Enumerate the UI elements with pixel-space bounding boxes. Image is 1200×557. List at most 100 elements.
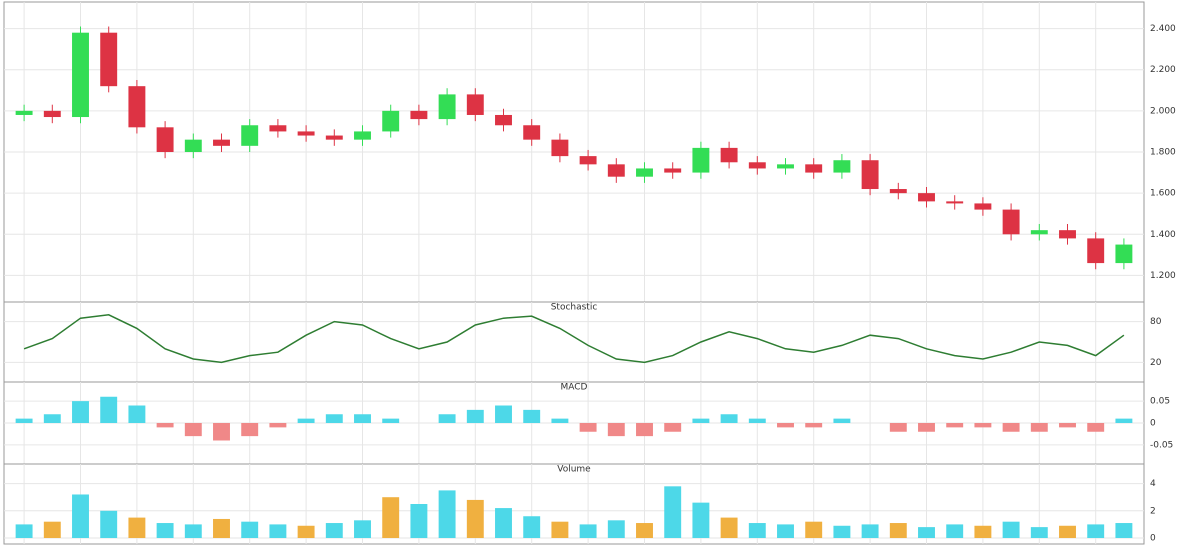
y-tick-label: 2.400: [1150, 24, 1176, 34]
candle-body: [692, 147, 710, 173]
bar: [354, 520, 371, 538]
candle-body: [325, 135, 343, 140]
candle-body: [241, 125, 259, 146]
bar: [128, 517, 146, 538]
candle-body: [861, 160, 879, 190]
bar: [128, 405, 146, 423]
candle-body: [833, 160, 851, 173]
candle-body: [1059, 230, 1076, 239]
candle-body: [184, 139, 202, 152]
candle-body: [466, 94, 484, 115]
bar: [946, 524, 964, 538]
panel-title: Volume: [557, 465, 591, 475]
candle-body: [551, 139, 569, 157]
bar: [551, 521, 569, 538]
bar: [889, 523, 907, 538]
bar: [918, 527, 935, 538]
candle-body: [43, 110, 61, 118]
panel-frame: [3, 301, 1145, 383]
candle-body: [664, 168, 682, 173]
bar: [495, 508, 512, 538]
bar: [805, 521, 823, 538]
candle-body: [720, 147, 738, 163]
bar: [748, 418, 766, 423]
y-tick-label: 1.800: [1150, 148, 1176, 158]
bar: [269, 423, 287, 428]
candle-body: [410, 110, 428, 120]
bar: [156, 423, 174, 428]
candle-body: [918, 193, 935, 202]
candle-body: [128, 86, 146, 128]
y-tick-label: 2.000: [1150, 106, 1176, 116]
candle-body: [579, 156, 597, 165]
bar: [466, 409, 484, 423]
bar: [438, 490, 456, 538]
bar: [325, 523, 343, 538]
bar: [664, 486, 682, 538]
y-tick-label: -0.05: [1150, 440, 1173, 450]
bar: [1087, 524, 1105, 538]
bar: [579, 423, 597, 432]
bar: [438, 414, 456, 423]
bar: [15, 418, 33, 423]
bar: [354, 414, 371, 423]
bar: [551, 418, 569, 423]
bar: [720, 414, 738, 423]
candle-body: [1115, 244, 1133, 264]
candle-body: [213, 139, 230, 146]
bar: [636, 423, 653, 437]
y-tick-label: 2: [1150, 506, 1156, 516]
bar: [833, 418, 851, 423]
bar: [410, 504, 428, 538]
bar: [297, 418, 315, 423]
bar: [1002, 423, 1020, 432]
candle-body: [72, 32, 89, 118]
candle-body: [889, 189, 907, 194]
y-tick-label: 1.600: [1150, 189, 1176, 199]
bar: [184, 423, 202, 437]
y-tick-label: 0.05: [1150, 397, 1170, 407]
panel-title: MACD: [561, 383, 588, 393]
y-tick-label: 0: [1150, 534, 1156, 544]
bar: [466, 499, 484, 538]
bar: [720, 517, 738, 538]
bar: [805, 423, 823, 428]
bar: [241, 521, 259, 538]
bar: [946, 423, 964, 428]
bar: [1030, 527, 1048, 538]
bar: [72, 401, 89, 423]
candle-body: [748, 162, 766, 169]
candle-body: [354, 131, 371, 140]
bar: [1087, 423, 1105, 432]
bar: [184, 524, 202, 538]
bar: [241, 423, 259, 437]
candle-body: [382, 110, 400, 132]
indicator-line: [23, 314, 1125, 364]
panel-title: Stochastic: [551, 303, 598, 313]
bar: [636, 523, 653, 538]
bar: [213, 518, 230, 538]
bar: [1115, 418, 1133, 423]
bar: [297, 525, 315, 538]
candle-body: [1030, 230, 1048, 235]
y-tick-label: 4: [1150, 479, 1156, 489]
bar: [692, 502, 710, 538]
bar: [523, 516, 541, 538]
bar: [777, 423, 794, 428]
y-tick-label: 1.200: [1150, 271, 1176, 281]
bar: [861, 524, 879, 538]
bar: [213, 423, 230, 441]
candle-body: [607, 164, 625, 177]
bar: [100, 396, 118, 423]
candle-body: [777, 164, 794, 169]
bar: [579, 524, 597, 538]
candle-body: [297, 131, 315, 136]
y-tick-label: 80: [1150, 317, 1162, 327]
bar: [100, 510, 118, 538]
bar: [607, 520, 625, 538]
bar: [382, 497, 400, 538]
bar: [15, 524, 33, 538]
bar: [1059, 423, 1076, 428]
bar: [325, 414, 343, 423]
